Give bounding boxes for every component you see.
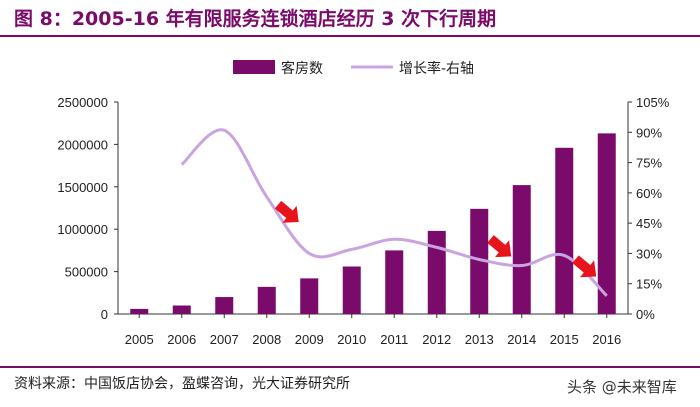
legend-bar-label: 客房数 (281, 60, 323, 77)
bar-2014 (512, 185, 531, 314)
bar-2007 (215, 297, 234, 314)
y-axis-right: 0% 15% 30% 45% 60% 75% 90% 105% (627, 95, 670, 322)
x-tick-label: 2012 (422, 332, 451, 347)
red-arrow-icon (274, 200, 299, 223)
growth-line (180, 128, 608, 297)
growth-line-series (180, 128, 608, 297)
x-tick-label: 2016 (592, 332, 621, 347)
y-right-tick-label: 15% (636, 277, 662, 292)
x-tick-label: 2011 (380, 332, 408, 347)
y-left-tick-label: 0 (101, 307, 108, 322)
x-tick-label: 2006 (167, 332, 196, 347)
legend: 客房数 增长率-右轴 (233, 60, 474, 77)
page-title: 图 8：2005-16 年有限服务连锁酒店经历 3 次下行周期 (14, 8, 497, 30)
source-divider (0, 366, 700, 368)
y-axis-left: 0 500000 1000000 1500000 2000000 2500000 (57, 95, 119, 322)
bar-2008 (257, 286, 276, 314)
x-tick-label: 2014 (507, 332, 536, 347)
bar-2011 (385, 250, 404, 314)
title-divider (0, 35, 700, 37)
x-tick-label: 2007 (210, 332, 239, 347)
bar-2010 (342, 266, 361, 314)
bar-2009 (300, 278, 319, 314)
x-tick-label: 2008 (252, 332, 281, 347)
red-arrow-icon (572, 255, 597, 278)
y-left-tick-label: 1500000 (57, 180, 108, 195)
y-left-tick-label: 1000000 (57, 222, 108, 237)
bar-2015 (555, 147, 574, 314)
bar-2005 (130, 308, 149, 314)
bar-2013 (470, 208, 489, 314)
legend-bar-swatch (233, 60, 275, 74)
legend-line-label: 增长率-右轴 (399, 60, 474, 77)
y-right-tick-label: 60% (636, 186, 662, 201)
y-right-tick-label: 45% (636, 216, 662, 231)
source-note: 资料来源：中国饭店协会，盈蝶咨询，光大证券研究所 (14, 376, 350, 392)
y-right-tick-label: 105% (636, 95, 670, 110)
y-left-tick-label: 2500000 (57, 95, 108, 110)
x-tick-label: 2013 (465, 332, 494, 347)
x-tick-label: 2009 (295, 332, 324, 347)
watermark: 头条 @未来智库 (567, 378, 677, 396)
x-axis: 2005 2006 2007 2008 2009 2010 2011 2012 2013 2014… (118, 313, 628, 347)
y-left-tick-label: 2000000 (57, 137, 108, 152)
annotation-arrows (274, 200, 597, 278)
x-tick-label: 2005 (125, 332, 154, 347)
bar-2016 (597, 133, 616, 314)
bar-2012 (427, 230, 446, 314)
bar-series (130, 133, 616, 314)
x-tick-label: 2015 (550, 332, 579, 347)
y-right-tick-label: 75% (636, 156, 662, 171)
y-right-tick-label: 90% (636, 125, 662, 140)
y-left-tick-label: 500000 (65, 265, 108, 280)
x-tick-label: 2010 (337, 332, 366, 347)
y-right-tick-label: 0% (636, 307, 655, 322)
bar-2006 (172, 305, 191, 314)
y-right-tick-label: 30% (636, 246, 662, 261)
red-arrow-icon (487, 235, 512, 258)
